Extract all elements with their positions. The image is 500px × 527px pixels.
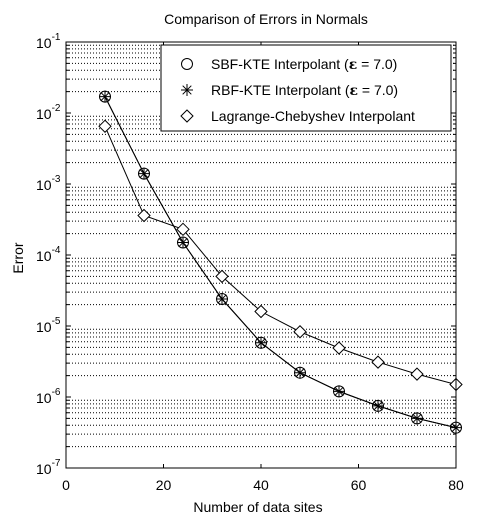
- x-tick-label: 60: [351, 477, 367, 493]
- diamond-marker: [410, 367, 424, 381]
- x-tick-label: 20: [156, 477, 172, 493]
- y-tick-label: 10-7: [36, 458, 61, 477]
- series-layer: [98, 90, 463, 434]
- x-tick-label: 0: [62, 477, 70, 493]
- circle-marker: [181, 58, 193, 70]
- y-tick-label: 10-2: [36, 103, 61, 122]
- diamond-marker: [176, 222, 190, 237]
- asterisk-marker: [294, 366, 306, 379]
- asterisk-marker: [333, 385, 345, 398]
- y-tick-label: 10-6: [36, 387, 61, 406]
- diamond-marker: [332, 341, 346, 355]
- asterisk-marker: [138, 167, 150, 180]
- series-line: [104, 126, 457, 385]
- diamond-marker: [371, 355, 385, 369]
- legend-entry-rbf: RBF-KTE Interpolant (ε = 7.0): [211, 82, 398, 99]
- legend: SBF-KTE Interpolant (ε = 7.0) RBF-KTE In…: [160, 44, 452, 132]
- y-axis-tick-labels: 10-7 10-6 10-5 10-4 10-3 10-2 10-1: [36, 32, 61, 477]
- asterisk-marker: [372, 399, 384, 412]
- series-lagrange-chebyshev: [98, 119, 463, 392]
- y-tick-label: 10-3: [36, 174, 61, 193]
- axis-ticks: [65, 41, 457, 469]
- asterisk-marker: [177, 236, 189, 249]
- diamond-marker: [98, 119, 112, 133]
- y-tick-label: 10-4: [36, 245, 61, 264]
- y-tick-label: 10-5: [36, 316, 61, 335]
- asterisk-marker: [181, 84, 193, 96]
- asterisk-marker: [99, 90, 111, 103]
- x-axis-label: Number of data sites: [193, 499, 322, 515]
- x-tick-label: 80: [448, 477, 464, 493]
- legend-entry-lagrange: Lagrange-Chebyshev Interpolant: [211, 108, 415, 124]
- series-rbf-kte: [99, 90, 462, 434]
- asterisk-marker: [216, 293, 228, 306]
- legend-box: [160, 44, 452, 132]
- legend-entry-sbf: SBF-KTE Interpolant (ε = 7.0): [211, 56, 397, 73]
- diamond-marker: [293, 325, 307, 339]
- asterisk-marker: [411, 412, 423, 425]
- x-axis-tick-labels: 0 20 40 60 80: [62, 477, 464, 493]
- diamond-marker: [215, 269, 229, 284]
- y-axis-label: Error: [10, 242, 26, 273]
- chart-title: Comparison of Errors in Normals: [164, 11, 368, 27]
- y-tick-label: 10-1: [36, 32, 61, 51]
- diamond-marker: [254, 304, 268, 319]
- diamond-marker: [180, 109, 194, 123]
- diamond-marker: [137, 208, 151, 223]
- legend-markers: [180, 58, 194, 123]
- asterisk-marker: [255, 336, 267, 349]
- series-line: [104, 96, 457, 429]
- x-tick-label: 40: [253, 477, 269, 493]
